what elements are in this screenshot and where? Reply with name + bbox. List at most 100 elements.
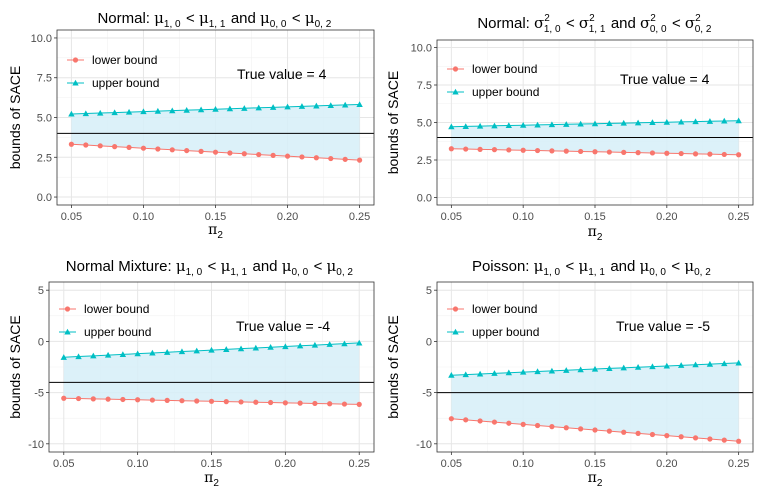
upper-bound-point <box>241 105 248 111</box>
upper-bound-point <box>226 105 234 112</box>
y-tick-label: 7.5 <box>417 80 432 92</box>
upper-bound-point <box>356 339 363 346</box>
legend-label: upper bound <box>472 85 539 99</box>
upper-bound-point <box>193 347 200 354</box>
lower-bound-point <box>256 151 262 158</box>
legend-label: lower bound <box>92 53 157 67</box>
lower-bound-point <box>491 147 498 153</box>
upper-bound-point <box>591 365 599 372</box>
lower-bound-point <box>736 152 742 158</box>
lower-bound-point <box>707 436 713 442</box>
lower-bound-point <box>664 150 670 156</box>
lower-bound-point <box>549 148 555 154</box>
upper-bound-point <box>267 344 274 350</box>
x-tick-label: 0.25 <box>728 458 749 470</box>
lower-bound-point <box>126 144 132 151</box>
upper-bound-point <box>97 109 104 116</box>
legend: lower bound upper bound <box>447 302 539 339</box>
lower-bound-point <box>198 148 204 154</box>
upper-bound-point <box>75 353 82 360</box>
y-tick-label: 10.0 <box>31 33 52 45</box>
lower-bound-point <box>477 418 483 424</box>
upper-bound-point <box>341 340 348 347</box>
y-tick-label: 2.5 <box>417 155 432 167</box>
y-tick-label: 5.0 <box>417 118 432 130</box>
upper-bound-point <box>448 371 455 378</box>
x-tick-label: 0.15 <box>205 211 226 223</box>
upper-bound-point <box>252 344 260 351</box>
lower-bound-point <box>678 150 684 157</box>
panel-1: 0.05 0.10 0.15 0.20 0.25 0.0 2.5 5.0 7.5 10.0 π2 bo… <box>385 13 754 243</box>
upper-bound-point <box>677 118 685 125</box>
upper-bound-point <box>327 102 334 108</box>
upper-bound-point <box>326 341 333 347</box>
upper-bound-point <box>577 366 584 373</box>
upper-bound-point <box>448 123 455 130</box>
lower-bound-point <box>75 395 82 402</box>
lower-bound-point <box>149 397 156 403</box>
x-tick-label: 0.05 <box>441 458 462 470</box>
lower-bound-point <box>563 425 569 431</box>
lower-bound-point <box>506 147 512 153</box>
lower-bound-point <box>68 141 75 147</box>
y-tick-label: -10 <box>28 439 44 451</box>
x-tick-label: 0.15 <box>584 458 605 470</box>
lower-bound-point <box>491 419 498 425</box>
upper-bound-point <box>692 361 699 368</box>
panel-3: 0.05 0.10 0.15 0.20 0.25 -10 -5 0 5 π2 bounds of S… <box>385 257 754 489</box>
y-axis-title: bounds of SACE <box>7 66 23 170</box>
upper-bound-point <box>60 354 67 360</box>
x-tick-label: 0.05 <box>61 211 82 223</box>
legend-key-triangle-icon <box>72 79 79 86</box>
lower-bound-point <box>282 400 288 406</box>
lower-bound-point <box>297 400 303 406</box>
lower-bound-point <box>341 401 348 407</box>
lower-bound-point <box>241 151 247 157</box>
upper-bound-point <box>735 117 742 124</box>
legend: lower bound upper bound <box>447 62 539 99</box>
upper-bound-point <box>491 122 498 129</box>
upper-bound-point <box>183 106 190 113</box>
y-axis-title: bounds of SACE <box>385 71 401 175</box>
true-value-annotation: True value = 4 <box>237 66 327 82</box>
legend-key-circle-icon <box>452 66 459 72</box>
upper-bound-point <box>620 119 627 126</box>
upper-bound-point <box>125 108 133 115</box>
y-tick-label: 7.5 <box>37 73 52 85</box>
lower-bound-point <box>563 148 569 154</box>
x-tick-label: 0.15 <box>201 458 222 470</box>
lower-bound-point <box>83 142 89 148</box>
upper-bound-point <box>197 106 205 113</box>
upper-bound-point <box>255 104 262 111</box>
upper-bound-point <box>104 351 112 358</box>
upper-bound-point <box>212 106 219 112</box>
legend-label: lower bound <box>472 62 537 76</box>
true-value-annotation: True value = -4 <box>236 318 330 334</box>
lower-bound-point <box>592 427 598 433</box>
lower-bound-point <box>448 416 454 422</box>
lower-bound-point <box>448 146 454 152</box>
legend-label: upper bound <box>84 325 151 339</box>
upper-bound-point <box>577 120 584 127</box>
y-axis-title: bounds of SACE <box>385 315 401 419</box>
lower-bound-point <box>105 396 111 402</box>
upper-bound-point <box>178 348 186 355</box>
lower-bound-point <box>578 148 584 155</box>
lower-bound-point <box>223 399 229 405</box>
lower-bound-point <box>164 397 170 403</box>
upper-bound-point <box>563 367 570 373</box>
upper-bound-point <box>90 352 97 359</box>
y-tick-label: 0.0 <box>37 192 52 204</box>
legend-key-circle-icon <box>72 57 79 63</box>
lower-bound-point <box>721 151 727 158</box>
x-tick-label: 0.25 <box>349 211 370 223</box>
panel-title-0: Normal: μ1, 0 < μ1, 1 and μ0, 0 < μ0, 2 <box>97 9 332 30</box>
lower-bound-point <box>736 438 742 444</box>
x-tick-label: 0.20 <box>656 211 677 223</box>
lower-bound-point <box>621 429 627 435</box>
lower-bound-point <box>208 398 215 404</box>
lower-bound-point <box>120 396 126 403</box>
y-tick-label: 0.0 <box>417 193 432 205</box>
lower-bound-point <box>253 399 259 405</box>
x-axis-title: π2 <box>204 470 219 489</box>
